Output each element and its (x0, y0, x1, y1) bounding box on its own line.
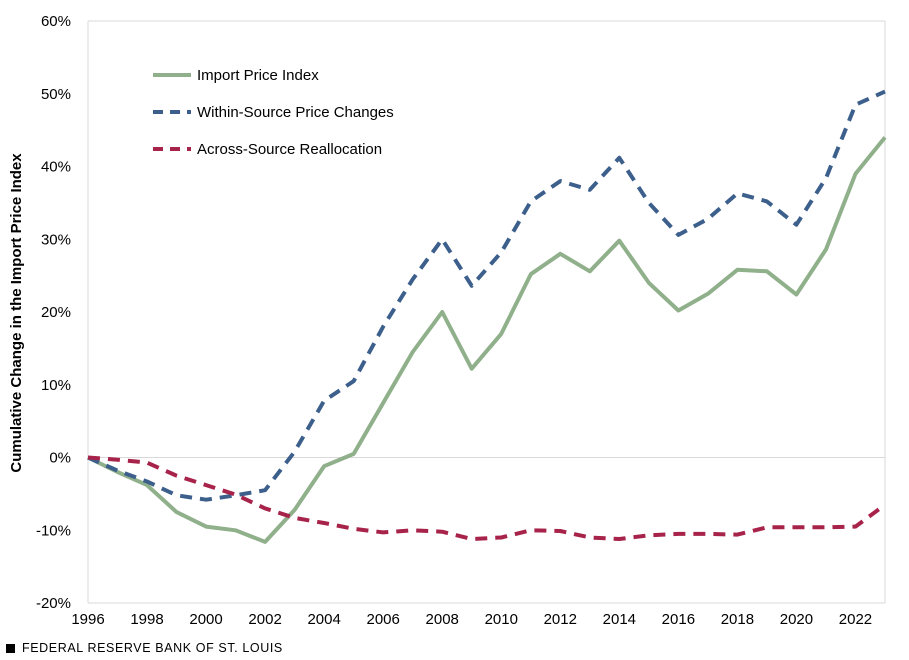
legend-item-within-source: Within-Source Price Changes (153, 104, 394, 121)
y-tick-label: 20% (41, 304, 71, 321)
x-tick-label: 1996 (71, 611, 104, 628)
y-tick-label: -20% (36, 595, 71, 612)
legend-label-import-price-index: Import Price Index (197, 67, 319, 84)
x-tick-label: 2002 (248, 611, 281, 628)
x-tick-label: 2004 (307, 611, 340, 628)
series-line-import-price-index (87, 136, 887, 544)
footer-source-text: FEDERAL RESERVE BANK OF ST. LOUIS (22, 641, 283, 655)
x-tick-label: 2008 (426, 611, 459, 628)
x-tick-labels: 1996 1998 2000 2002 2004 2006 2008 2010 2012 2014… (71, 611, 872, 628)
x-tick-label: 2006 (366, 611, 399, 628)
x-tick-label: 1998 (130, 611, 163, 628)
y-tick-label: 40% (41, 159, 71, 176)
legend-item-import-price-index: Import Price Index (153, 67, 319, 84)
y-tick-label: 50% (41, 86, 71, 103)
series-line-within-source (87, 89, 886, 502)
x-tick-label: 2014 (603, 611, 636, 628)
x-tick-label: 2018 (721, 611, 754, 628)
y-tick-label: 30% (41, 231, 71, 248)
y-tick-label: 60% (41, 13, 71, 30)
x-tick-label: 2012 (544, 611, 577, 628)
y-tick-label: 0% (49, 450, 71, 467)
source-footer: FEDERAL RESERVE BANK OF ST. LOUIS (6, 641, 283, 655)
series-lines (87, 89, 887, 544)
y-tick-label: -10% (36, 522, 71, 539)
x-tick-label: 2016 (662, 611, 695, 628)
series-line-across-source (87, 455, 887, 541)
y-tick-label: 10% (41, 377, 71, 394)
footer-square-icon (6, 643, 15, 653)
x-tick-label: 2010 (485, 611, 518, 628)
legend-label-across-source: Across-Source Reallocation (197, 141, 382, 158)
y-tick-labels: -20% -10% 0% 10% 20% 30% 40% 50% 60% (36, 13, 71, 612)
x-tick-label: 2020 (780, 611, 813, 628)
x-tick-label: 2022 (839, 611, 872, 628)
legend-item-across-source: Across-Source Reallocation (153, 141, 382, 158)
y-axis-label: Cumulative Change in the Import Price In… (8, 153, 25, 473)
legend: Import Price Index Within-Source Price C… (153, 67, 394, 158)
legend-label-within-source: Within-Source Price Changes (197, 104, 394, 121)
chart-axes (87, 20, 886, 604)
x-tick-label: 2000 (189, 611, 222, 628)
